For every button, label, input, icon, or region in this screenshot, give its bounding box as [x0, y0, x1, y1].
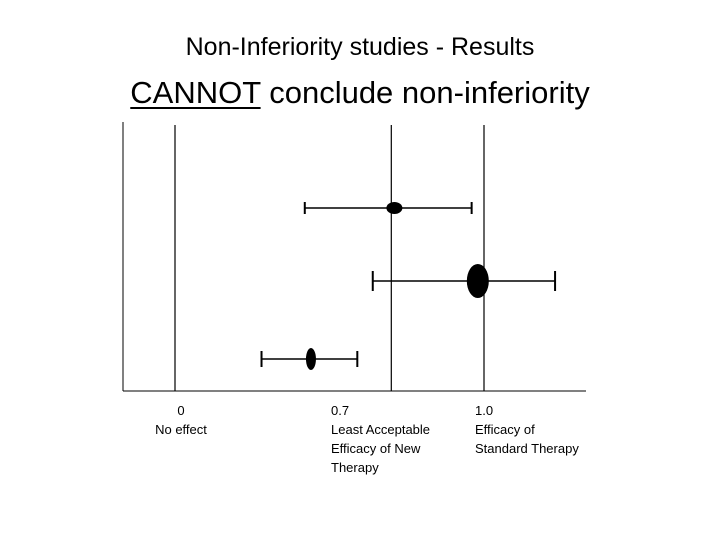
point-estimate-2	[466, 264, 489, 298]
point-estimate-3	[305, 348, 316, 370]
study-3	[260, 348, 359, 370]
tick-value-0: 0	[177, 403, 185, 418]
tick-text-least-acceptable-1: Least Acceptable	[331, 422, 431, 437]
tick-text-standard-2: Standard Therapy	[475, 441, 579, 456]
tick-text-least-acceptable-2: Efficacy of New	[331, 441, 421, 456]
tick-value-1-0: 1.0	[475, 403, 494, 418]
tick-label-standard-therapy: 1.0 Efficacy of Standard Therapy	[475, 401, 615, 458]
study-markers	[260, 202, 557, 370]
tick-value-0-7: 0.7	[331, 403, 350, 418]
tick-text-standard-1: Efficacy of	[475, 422, 535, 437]
tick-label-no-effect: 0 No effect	[146, 401, 216, 439]
tick-text-least-acceptable-3: Therapy	[331, 460, 379, 475]
study-2	[371, 264, 557, 298]
reference-lines	[174, 125, 485, 391]
subtitle-emphasis: CANNOT	[130, 75, 261, 110]
chart-subtitle: CANNOT conclude non-inferiority	[0, 72, 720, 114]
chart-title: Non-Inferiority studies - Results	[185, 33, 535, 61]
tick-text-no-effect: No effect	[155, 422, 207, 437]
subtitle-rest: conclude non-inferiority	[260, 75, 590, 110]
point-estimate-1	[386, 202, 403, 214]
study-1	[303, 202, 473, 214]
tick-label-least-acceptable: 0.7 Least Acceptable Efficacy of New The…	[331, 401, 471, 477]
